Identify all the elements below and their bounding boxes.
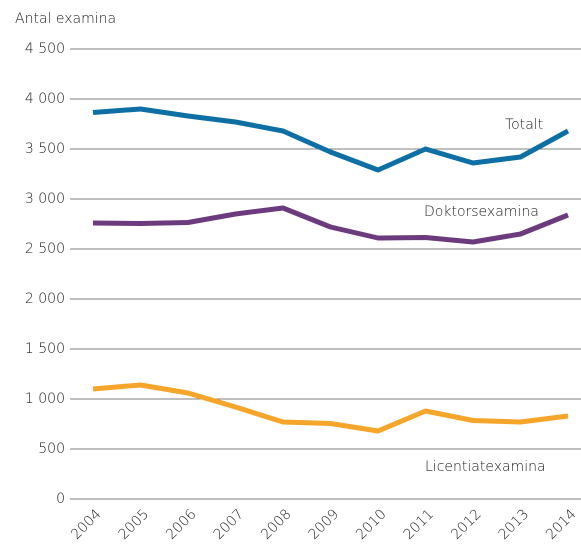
series-label: Doktorsexamina <box>424 204 539 220</box>
series-line <box>92 205 569 245</box>
x-tick-label: 2013 <box>496 506 533 543</box>
x-tick-label: 2008 <box>258 506 295 543</box>
y-tick-label: 0 <box>56 491 65 507</box>
x-tick-label: 2012 <box>448 506 485 543</box>
y-tick-label: 4 500 <box>25 41 65 57</box>
y-tick-label: 1 000 <box>25 391 65 407</box>
series-line <box>92 382 569 434</box>
x-tick-label: 2010 <box>353 506 390 543</box>
y-tick-label: 1 500 <box>25 341 65 357</box>
series-label: Totalt <box>505 117 543 133</box>
x-tick-label: 2006 <box>163 506 200 543</box>
y-tick-label: 4 000 <box>25 91 65 107</box>
x-tick-label: 2009 <box>306 506 343 543</box>
y-tick-label: 500 <box>38 441 65 457</box>
series-label: Licentiatexamina <box>425 459 546 475</box>
y-tick-label: 3 500 <box>25 141 65 157</box>
x-tick-label: 2014 <box>543 506 580 543</box>
x-tick-label: 2004 <box>68 506 105 543</box>
x-tick-label: 2011 <box>401 506 438 543</box>
x-tick-label: 2005 <box>116 506 153 543</box>
series-line <box>92 106 570 173</box>
x-tick-label: 2007 <box>211 506 248 543</box>
y-tick-label: 3 000 <box>25 191 65 207</box>
y-tick-label: 2 000 <box>25 291 65 307</box>
y-axis-label: Antal examina <box>15 11 116 27</box>
y-tick-label: 2 500 <box>25 241 65 257</box>
